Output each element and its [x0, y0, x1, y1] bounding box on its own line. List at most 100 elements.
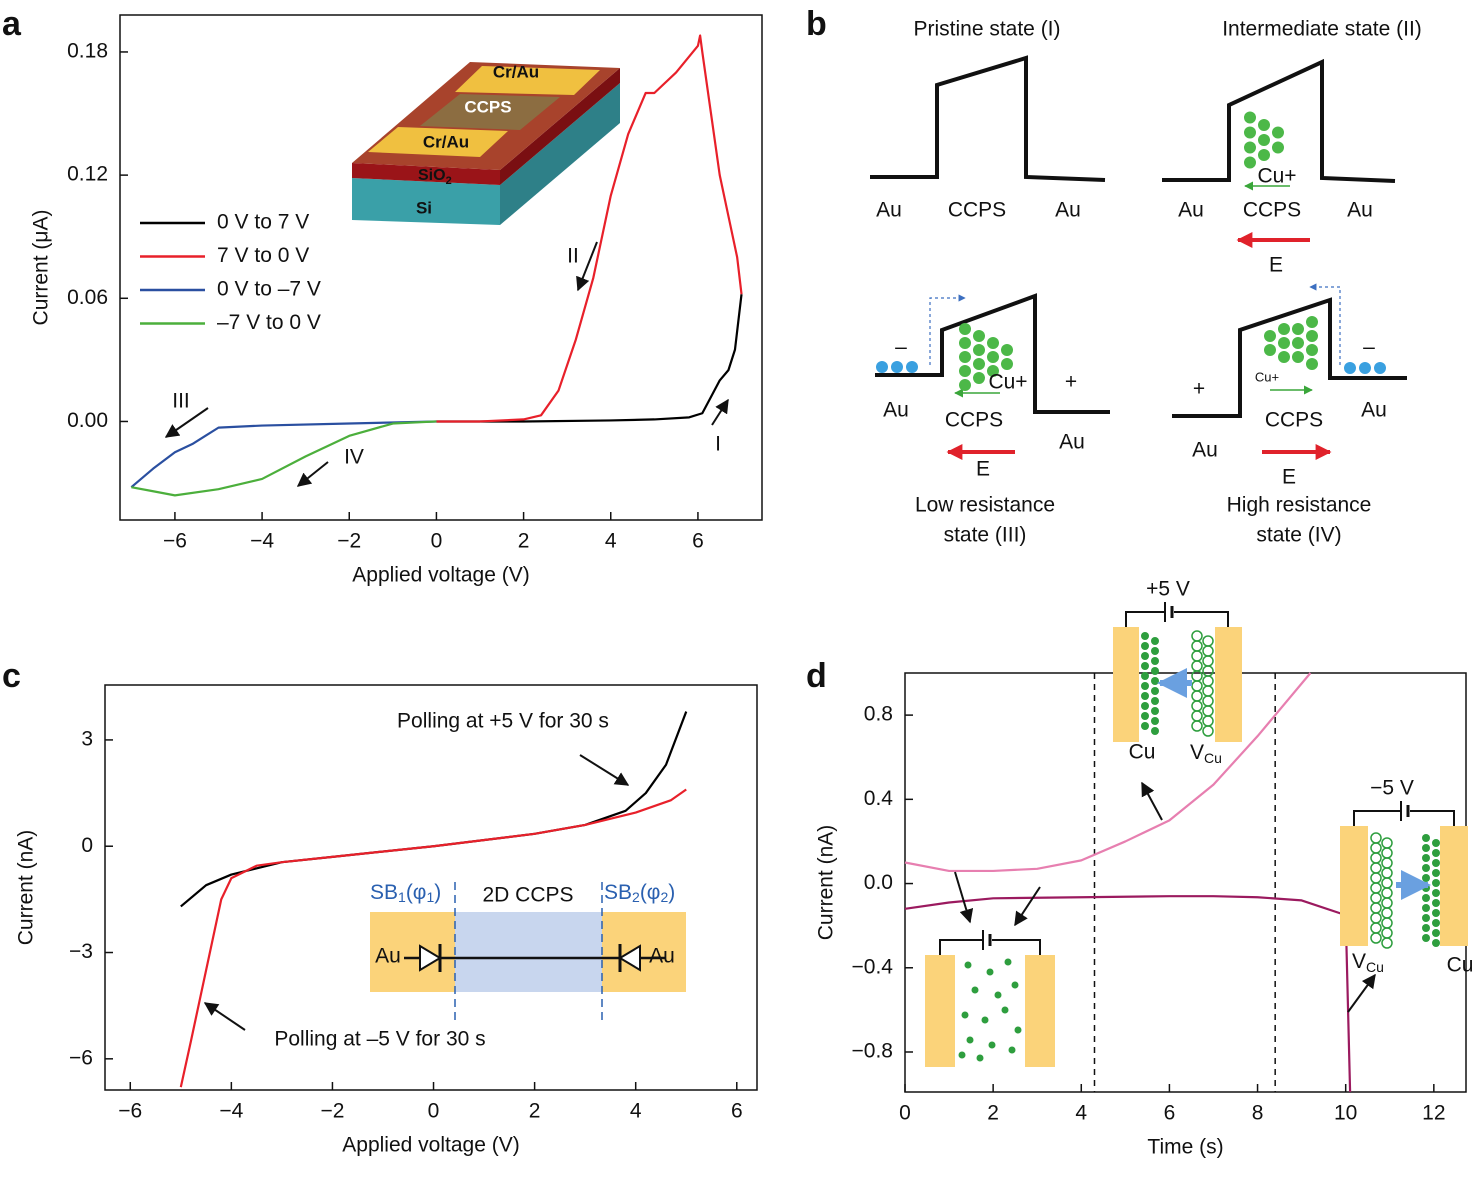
- inset-label: CCPS: [464, 97, 511, 116]
- panel-label: b: [806, 5, 827, 43]
- annotation: II: [567, 245, 579, 268]
- y-tick-label: −6: [69, 1046, 93, 1069]
- migration-insets: [925, 602, 1468, 1067]
- dot: [1422, 844, 1430, 852]
- dot: [1370, 852, 1382, 864]
- dot: [1141, 712, 1149, 720]
- dot: [1191, 690, 1203, 702]
- dot: [1141, 642, 1149, 650]
- inset-label: VCu: [1190, 741, 1222, 766]
- annotation-arrow: [576, 241, 598, 292]
- dot: [988, 1041, 996, 1049]
- dot: [1151, 697, 1159, 705]
- inset-label: Au: [649, 945, 675, 968]
- annotation-arrow: [579, 754, 630, 786]
- x-tick-label: 0: [428, 1100, 440, 1123]
- label: Au: [1192, 439, 1218, 462]
- x-tick-label: 12: [1422, 1102, 1445, 1125]
- dot: [1001, 358, 1013, 370]
- dot: [1370, 932, 1382, 944]
- dot: [1381, 907, 1393, 919]
- data-line: [436, 34, 743, 423]
- dot: [971, 986, 979, 994]
- state-title: High resistance: [1227, 494, 1372, 517]
- dot: [959, 379, 971, 391]
- y-tick-label: −0.4: [852, 955, 894, 978]
- dot: [1014, 1026, 1022, 1034]
- plot-frame: [104, 684, 758, 1091]
- dot: [1422, 914, 1430, 922]
- dot: [1432, 859, 1440, 867]
- dot: [1370, 832, 1382, 844]
- dot: [1151, 667, 1159, 675]
- dot: [1151, 657, 1159, 665]
- dot: [1202, 685, 1214, 697]
- state-title: Low resistance: [915, 494, 1055, 517]
- y-axis-label: Current (μA): [30, 210, 53, 326]
- x-tick-label: 6: [731, 1100, 743, 1123]
- dot: [1001, 1006, 1009, 1014]
- dot: [1202, 705, 1214, 717]
- dot: [1264, 330, 1276, 342]
- x-tick-label: −6: [163, 530, 187, 553]
- dot: [976, 1054, 984, 1062]
- dot: [1141, 662, 1149, 670]
- dot: [1191, 700, 1203, 712]
- inset-label: SiO2: [418, 167, 452, 187]
- dot: [1191, 630, 1203, 642]
- dot: [986, 968, 994, 976]
- dot: [973, 344, 985, 356]
- dot: [981, 1016, 989, 1024]
- dot: [1202, 715, 1214, 727]
- x-tick-label: 2: [518, 530, 530, 553]
- x-tick-label: 10: [1334, 1102, 1357, 1125]
- label: Au: [1361, 399, 1387, 422]
- dot: [987, 365, 999, 377]
- x-axis-label: Time (s): [1147, 1136, 1223, 1159]
- x-tick-label: 0: [431, 530, 443, 553]
- label: +: [1193, 378, 1205, 401]
- label: –: [895, 336, 907, 359]
- label: Au: [1178, 199, 1204, 222]
- dot: [1244, 141, 1256, 154]
- legend-label: 7 V to 0 V: [217, 244, 309, 267]
- dot: [906, 361, 918, 373]
- dot: [1370, 842, 1382, 854]
- dot: [1370, 882, 1382, 894]
- dot: [1306, 344, 1318, 356]
- data-line: [179, 788, 687, 1088]
- legend-label: 0 V to 7 V: [217, 211, 309, 234]
- dot: [1344, 362, 1356, 374]
- text: ): [434, 881, 441, 904]
- x-tick-label: −2: [320, 1100, 344, 1123]
- text: Cu: [1366, 959, 1384, 975]
- x-tick-label: −4: [219, 1100, 243, 1123]
- dot: [1141, 682, 1149, 690]
- data-line: [904, 672, 1312, 873]
- dot: [1381, 927, 1393, 939]
- dot: [987, 351, 999, 363]
- text: SB: [370, 881, 398, 904]
- x-axis-label: Applied voltage (V): [342, 1134, 519, 1157]
- dot: [1202, 645, 1214, 657]
- dot: [1381, 897, 1393, 909]
- dot: [1292, 323, 1304, 335]
- dot: [1422, 854, 1430, 862]
- dot: [1278, 337, 1290, 349]
- panel-label: d: [806, 657, 827, 695]
- text: 2: [446, 175, 452, 187]
- dot: [1292, 337, 1304, 349]
- ion-dots: [876, 111, 1440, 1062]
- label: Cu+: [1255, 369, 1279, 384]
- dot: [1422, 834, 1430, 842]
- inset-label: Au: [375, 945, 401, 968]
- inset-label: Cu: [1129, 741, 1156, 764]
- label: –: [1363, 336, 1375, 359]
- dot: [1258, 119, 1270, 131]
- data-line: [904, 895, 1352, 1093]
- dot: [1191, 710, 1203, 722]
- inset-label: Si: [416, 198, 432, 217]
- label: Au: [883, 399, 909, 422]
- text: 2: [632, 889, 640, 905]
